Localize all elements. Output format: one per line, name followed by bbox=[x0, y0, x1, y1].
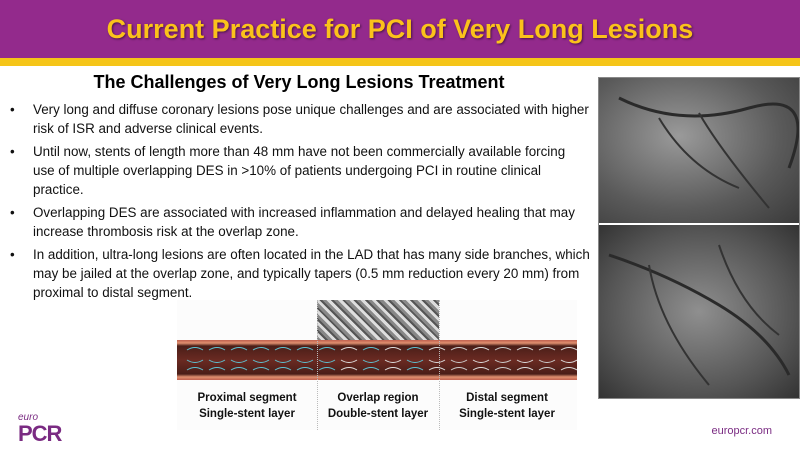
angiogram-image-bottom bbox=[599, 225, 799, 398]
stent-strut bbox=[538, 347, 556, 371]
europcr-logo: euro PCR bbox=[18, 412, 62, 446]
stent-strut bbox=[428, 347, 446, 371]
stent-strut bbox=[472, 347, 490, 371]
bullet-item: • Very long and diffuse coronary lesions … bbox=[10, 102, 589, 136]
stent-strut bbox=[516, 347, 534, 371]
bullet-list: • Very long and diffuse coronary lesions … bbox=[10, 100, 590, 306]
divider bbox=[317, 300, 318, 430]
bullet-icon: • bbox=[10, 102, 15, 117]
bullet-icon: • bbox=[10, 144, 15, 159]
proximal-segment-label: Proximal segment Single-stent layer bbox=[197, 392, 297, 420]
overlap-region-label: Overlap region Double-stent layer bbox=[327, 392, 429, 420]
stent-strut bbox=[406, 347, 424, 371]
stent-strut bbox=[208, 347, 226, 371]
bullet-item: • Until now, stents of length more than 4… bbox=[10, 144, 566, 197]
stent-closeup-image bbox=[317, 300, 439, 340]
angiogram-images bbox=[598, 77, 800, 399]
slide-title: Current Practice for PCI of Very Long Le… bbox=[106, 13, 694, 44]
bullet-item: • In addition, ultra-long lesions are oft… bbox=[10, 247, 590, 300]
stent-strut bbox=[296, 347, 314, 371]
stent-strut bbox=[494, 347, 512, 371]
bullet-icon: • bbox=[10, 205, 15, 220]
distal-segment-label: Distal segment Single-stent layer bbox=[459, 392, 555, 420]
overlapping-stent-diagram: Proximal segment Single-stent layer Overl… bbox=[177, 300, 577, 430]
stent-strut bbox=[186, 347, 204, 371]
angiogram-image-top bbox=[599, 78, 799, 223]
stent-strut bbox=[384, 347, 402, 371]
divider bbox=[439, 300, 440, 430]
footer-url: europcr.com bbox=[711, 425, 772, 437]
slide-header: Current Practice for PCI of Very Long Le… bbox=[0, 0, 800, 58]
header-stripe bbox=[0, 58, 800, 66]
stent-strut bbox=[560, 347, 577, 371]
section-heading: The Challenges of Very Long Lesions Trea… bbox=[93, 72, 505, 92]
bullet-item: • Overlapping DES are associated with inc… bbox=[10, 205, 575, 239]
stent-strut bbox=[274, 347, 292, 371]
vessel-with-stents bbox=[177, 340, 577, 380]
bullet-icon: • bbox=[10, 247, 15, 262]
stent-strut bbox=[450, 347, 468, 371]
stent-strut bbox=[318, 347, 336, 371]
stent-strut bbox=[362, 347, 380, 371]
stent-strut bbox=[252, 347, 270, 371]
stent-strut bbox=[230, 347, 248, 371]
stent-strut bbox=[340, 347, 358, 371]
